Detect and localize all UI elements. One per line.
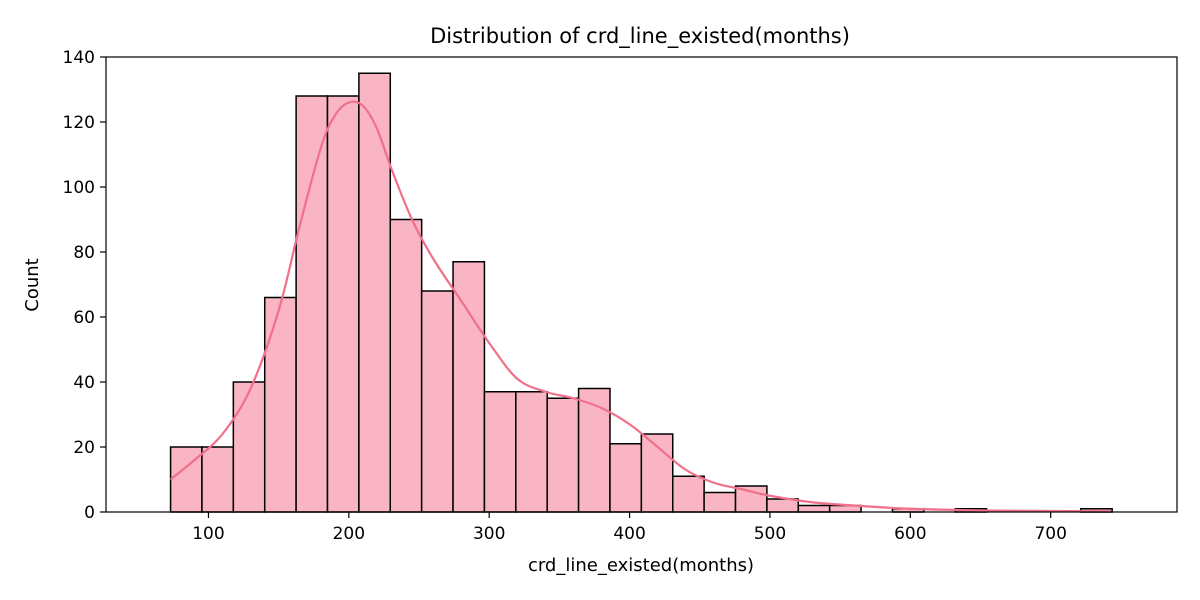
histogram-bar — [609, 443, 643, 513]
x-tick-label: 700 — [1034, 524, 1066, 544]
y-tick-label: 0 — [84, 503, 95, 523]
histogram-bar — [546, 397, 580, 513]
histogram-bar — [577, 387, 611, 513]
x-tick-label: 200 — [333, 524, 365, 544]
x-tick-label: 500 — [754, 524, 786, 544]
plot-area-frame — [105, 56, 1178, 513]
histogram-bars — [169, 72, 1113, 513]
y-tick-label: 120 — [63, 113, 95, 133]
y-axis-ticks: 0 20 40 60 80 100 120 140 — [63, 48, 106, 523]
histogram-bar — [295, 95, 329, 513]
histogram-bar — [201, 446, 235, 513]
histogram-bar — [797, 504, 831, 513]
x-axis-ticks: 100 200 300 400 500 600 700 — [192, 512, 1067, 544]
x-tick-label: 300 — [473, 524, 505, 544]
histogram-bar — [232, 381, 266, 513]
histogram-bar — [766, 498, 800, 513]
y-tick-label: 80 — [73, 243, 95, 263]
y-tick-label: 20 — [73, 438, 95, 458]
y-tick-label: 40 — [73, 373, 95, 393]
histogram-bar — [671, 475, 705, 513]
histogram-bar — [515, 391, 548, 513]
y-tick-label: 140 — [63, 48, 95, 68]
histogram-bar — [483, 391, 517, 513]
histogram-bar — [263, 296, 297, 513]
x-tick-label: 600 — [894, 524, 926, 544]
histogram-bar — [703, 491, 737, 513]
histogram-bar — [452, 261, 486, 513]
x-axis-label: crd_line_existed(months) — [528, 555, 754, 576]
y-axis-label: Count — [22, 258, 43, 311]
x-tick-label: 400 — [613, 524, 645, 544]
chart-title: Distribution of crd_line_existed(months) — [430, 24, 850, 49]
histogram-bar — [389, 218, 423, 513]
kde-curve — [169, 100, 1112, 513]
histogram-bar — [358, 72, 392, 513]
y-tick-label: 100 — [63, 178, 95, 198]
y-tick-label: 60 — [73, 308, 95, 328]
histogram-bar — [420, 290, 454, 513]
histogram-bar — [326, 95, 360, 513]
x-tick-label: 100 — [192, 524, 224, 544]
